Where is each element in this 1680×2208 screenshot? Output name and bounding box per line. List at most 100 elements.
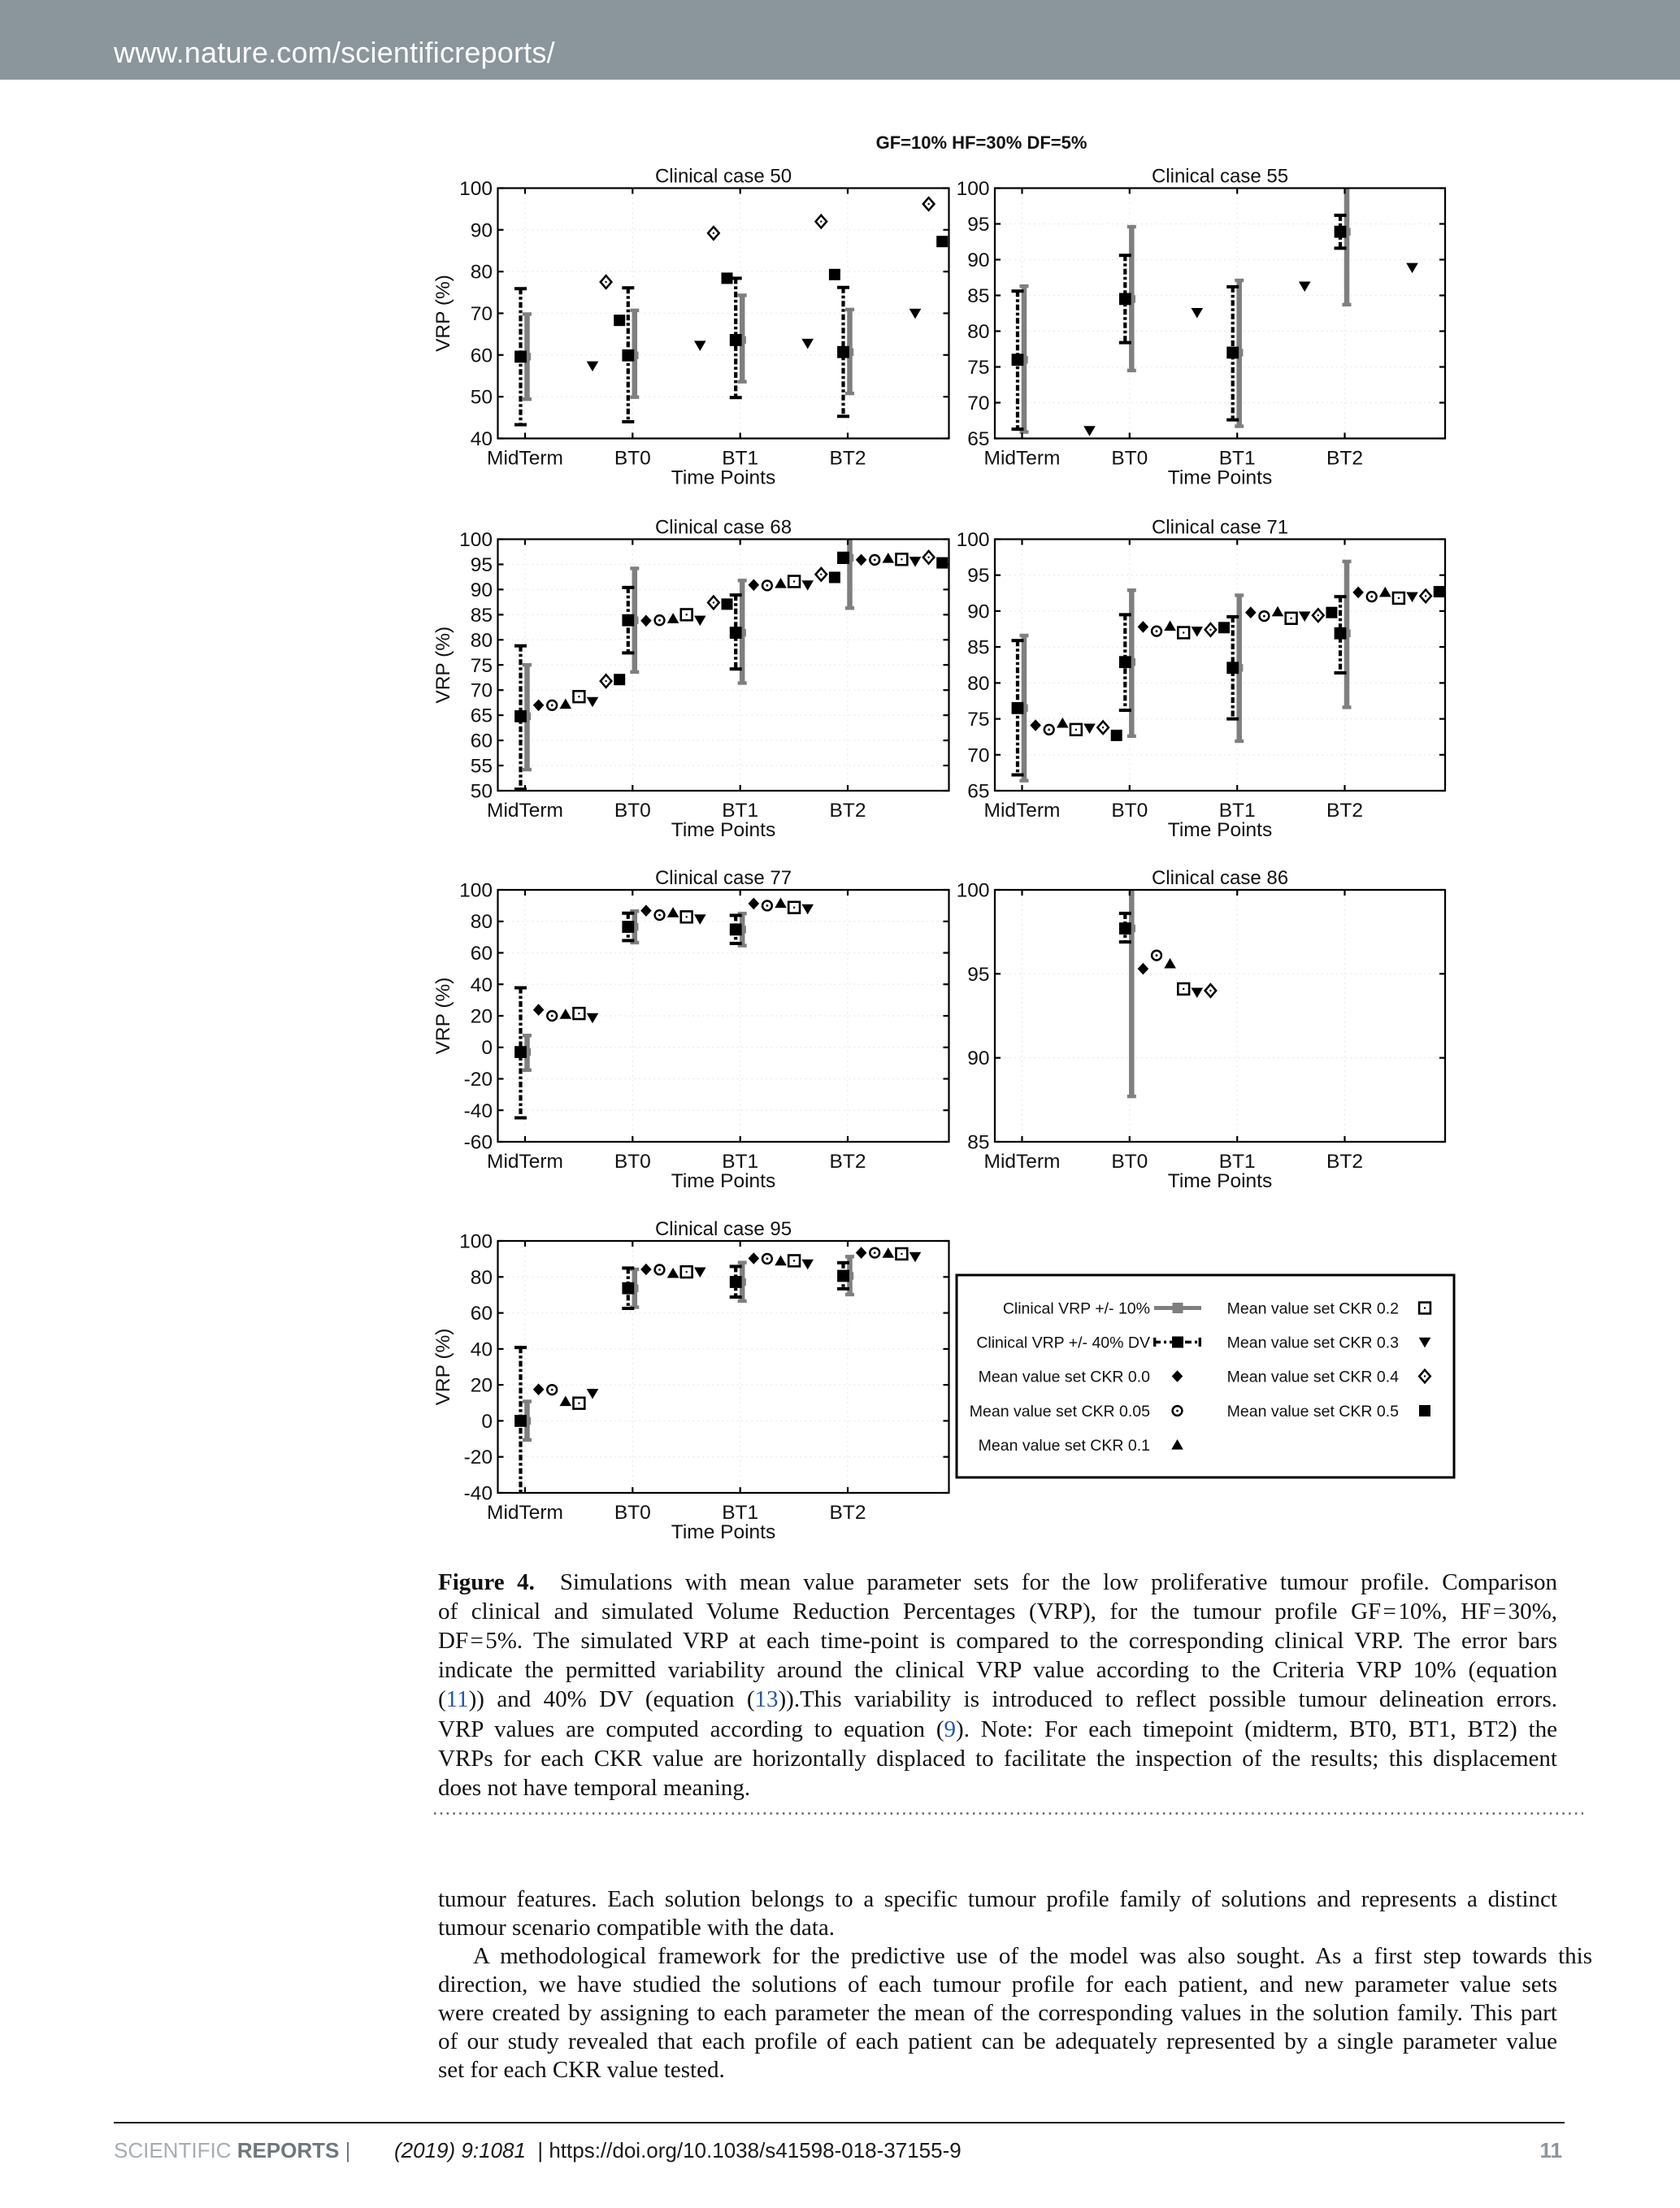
svg-text:BT0: BT0: [1111, 800, 1148, 822]
svg-text:VRP (%): VRP (%): [432, 1329, 454, 1406]
svg-text:BT2: BT2: [830, 1502, 866, 1524]
svg-text:40: 40: [471, 1338, 493, 1360]
svg-text:BT1: BT1: [722, 1151, 758, 1173]
svg-text:VRP (%): VRP (%): [432, 275, 454, 352]
svg-text:BT0: BT0: [614, 1151, 651, 1173]
svg-text:75: 75: [471, 655, 493, 677]
svg-text:20: 20: [471, 1375, 493, 1397]
svg-text:VRP (%): VRP (%): [432, 627, 454, 704]
svg-text:95: 95: [967, 214, 989, 236]
svg-text:Clinical case 55: Clinical case 55: [1152, 166, 1288, 188]
svg-text:MidTerm: MidTerm: [487, 800, 563, 822]
svg-text:100: 100: [459, 1231, 493, 1253]
svg-text:-40: -40: [464, 1100, 493, 1122]
svg-text:95: 95: [471, 554, 493, 576]
svg-text:80: 80: [471, 1267, 493, 1289]
svg-text:BT1: BT1: [722, 448, 758, 470]
svg-text:BT2: BT2: [830, 1151, 866, 1173]
svg-text:BT2: BT2: [1326, 800, 1363, 822]
svg-text:BT1: BT1: [1219, 1151, 1256, 1173]
svg-text:MidTerm: MidTerm: [984, 800, 1061, 822]
svg-text:70: 70: [471, 303, 493, 325]
svg-text:40: 40: [471, 428, 493, 450]
svg-text:Mean value set CKR 0.0: Mean value set CKR 0.0: [979, 1369, 1151, 1386]
svg-text:MidTerm: MidTerm: [984, 1151, 1061, 1173]
svg-text:Time Points: Time Points: [1168, 819, 1272, 841]
svg-text:BT1: BT1: [1219, 800, 1256, 822]
svg-text:90: 90: [967, 1048, 989, 1069]
svg-text:BT0: BT0: [1111, 1151, 1148, 1173]
svg-text:90: 90: [967, 249, 989, 271]
svg-text:Time Points: Time Points: [1168, 467, 1272, 489]
svg-text:BT1: BT1: [722, 1502, 758, 1524]
svg-text:55: 55: [471, 756, 493, 778]
svg-text:BT2: BT2: [1326, 1151, 1363, 1173]
svg-text:Clinical case 68: Clinical case 68: [655, 517, 792, 539]
svg-text:Mean value set CKR 0.05: Mean value set CKR 0.05: [970, 1403, 1150, 1421]
svg-text:80: 80: [967, 321, 989, 343]
svg-text:Mean value set CKR 0.5: Mean value set CKR 0.5: [1227, 1403, 1400, 1421]
svg-text:50: 50: [471, 387, 493, 409]
svg-text:80: 80: [471, 262, 493, 284]
svg-text:BT0: BT0: [614, 1502, 651, 1524]
svg-text:Mean value set CKR 0.4: Mean value set CKR 0.4: [1227, 1369, 1400, 1386]
svg-text:100: 100: [957, 529, 990, 551]
svg-text:70: 70: [471, 680, 493, 702]
svg-text:60: 60: [471, 1303, 493, 1325]
svg-text:Mean value set CKR 0.3: Mean value set CKR 0.3: [1227, 1334, 1399, 1352]
svg-text:95: 95: [967, 565, 989, 587]
svg-text:90: 90: [471, 579, 493, 601]
svg-text:MidTerm: MidTerm: [487, 1502, 563, 1524]
svg-text:75: 75: [967, 357, 989, 379]
svg-text:Clinical VRP +/- 40% DV: Clinical VRP +/- 40% DV: [976, 1334, 1150, 1352]
svg-text:100: 100: [459, 178, 493, 200]
svg-text:20: 20: [471, 1006, 493, 1028]
svg-text:Time Points: Time Points: [671, 819, 775, 841]
svg-text:100: 100: [957, 880, 990, 902]
svg-text:0: 0: [481, 1411, 493, 1433]
svg-text:65: 65: [471, 705, 493, 727]
svg-text:100: 100: [957, 178, 990, 200]
svg-text:Clinical case 86: Clinical case 86: [1152, 867, 1288, 889]
svg-text:100: 100: [459, 880, 493, 902]
svg-text:65: 65: [967, 781, 989, 803]
svg-text:Clinical case 77: Clinical case 77: [655, 867, 792, 889]
svg-text:BT2: BT2: [830, 800, 866, 822]
svg-text:-40: -40: [464, 1483, 493, 1505]
svg-text:Time Points: Time Points: [671, 1521, 775, 1543]
svg-text:85: 85: [967, 285, 989, 307]
svg-text:40: 40: [471, 974, 493, 996]
svg-text:MidTerm: MidTerm: [487, 1151, 563, 1173]
svg-text:95: 95: [967, 964, 989, 986]
svg-text:Time Points: Time Points: [671, 467, 775, 489]
svg-text:85: 85: [967, 1132, 989, 1154]
svg-text:Clinical case 95: Clinical case 95: [655, 1218, 792, 1240]
svg-text:80: 80: [967, 673, 989, 695]
svg-text:Clinical case 71: Clinical case 71: [1152, 517, 1288, 539]
svg-text:BT1: BT1: [1219, 448, 1256, 470]
svg-text:60: 60: [471, 943, 493, 965]
svg-text:BT0: BT0: [1111, 448, 1148, 470]
svg-text:Time Points: Time Points: [1168, 1170, 1272, 1192]
svg-text:BT2: BT2: [830, 448, 866, 470]
svg-text:BT1: BT1: [722, 800, 758, 822]
svg-text:BT2: BT2: [1326, 448, 1363, 470]
svg-text:MidTerm: MidTerm: [984, 448, 1061, 470]
svg-text:BT0: BT0: [614, 448, 651, 470]
svg-text:100: 100: [459, 529, 493, 551]
svg-text:-20: -20: [464, 1069, 493, 1091]
svg-text:-20: -20: [464, 1447, 493, 1468]
svg-text:VRP (%): VRP (%): [432, 978, 454, 1055]
svg-text:Time Points: Time Points: [671, 1170, 775, 1192]
svg-text:0: 0: [481, 1037, 493, 1059]
svg-text:BT0: BT0: [614, 800, 651, 822]
svg-text:65: 65: [967, 428, 989, 450]
svg-text:90: 90: [471, 219, 493, 241]
svg-text:85: 85: [967, 637, 989, 659]
svg-text:90: 90: [967, 601, 989, 622]
svg-text:MidTerm: MidTerm: [487, 448, 563, 470]
svg-text:-60: -60: [464, 1132, 493, 1154]
svg-text:70: 70: [967, 393, 989, 414]
svg-text:Clinical case 50: Clinical case 50: [655, 166, 792, 188]
svg-text:75: 75: [967, 709, 989, 731]
